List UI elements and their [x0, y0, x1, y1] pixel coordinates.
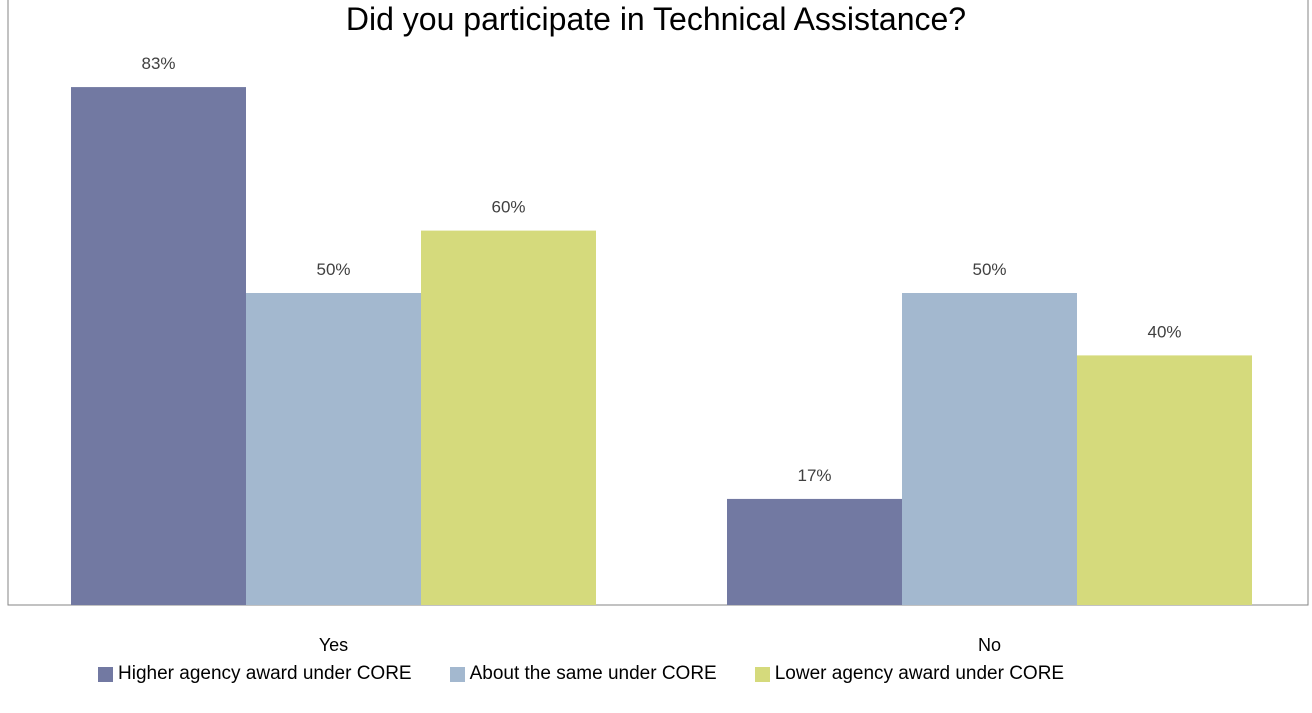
- x-tick-label-yes: Yes: [319, 635, 348, 655]
- legend-label: Lower agency award under CORE: [774, 663, 1065, 684]
- legend-item-1: Higher agency award under CORE: [98, 663, 412, 685]
- bars: [71, 87, 1252, 605]
- legend-item-2: About the same under CORE: [449, 663, 717, 685]
- bar-yes-series-3: [421, 230, 596, 605]
- data-label-yes-series-2: 50%: [316, 260, 350, 279]
- chart-title: Did you participate in Technical Assista…: [346, 1, 966, 37]
- bar-no-series-3: [1077, 355, 1252, 605]
- bar-yes-series-1: [71, 87, 246, 605]
- legend-item-3: Lower agency award under CORE: [754, 663, 1065, 685]
- bar-yes-series-2: [246, 293, 421, 605]
- legend-swatch: [754, 666, 770, 682]
- data-labels: 83% 50% 60% 17% 50% 40%: [141, 54, 1181, 485]
- data-label-yes-series-3: 60%: [491, 198, 525, 217]
- x-axis-tick-labels: Yes No: [319, 635, 1001, 655]
- bar-no-series-2: [902, 293, 1077, 605]
- data-label-yes-series-1: 83%: [141, 54, 175, 73]
- legend: Higher agency award under CORE About the …: [98, 662, 1064, 686]
- data-label-no-series-1: 17%: [797, 466, 831, 485]
- x-tick-label-no: No: [978, 635, 1001, 655]
- bar-no-series-1: [727, 498, 902, 605]
- data-label-no-series-3: 40%: [1147, 322, 1181, 341]
- data-label-no-series-2: 50%: [972, 260, 1006, 279]
- legend-swatch: [449, 666, 465, 682]
- legend-label: Higher agency award under CORE: [118, 663, 412, 684]
- legend-swatch: [98, 666, 113, 682]
- legend-label: About the same under CORE: [469, 663, 717, 684]
